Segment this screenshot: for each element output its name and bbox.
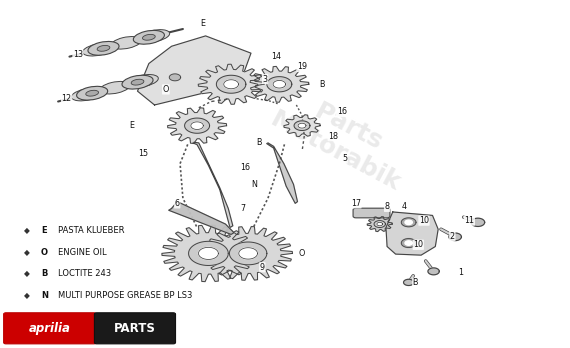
Text: 17: 17 bbox=[351, 199, 361, 208]
Text: aprilia: aprilia bbox=[29, 322, 71, 335]
Polygon shape bbox=[198, 64, 264, 104]
Text: 13: 13 bbox=[73, 50, 83, 60]
Text: 1: 1 bbox=[458, 268, 463, 277]
Text: 11: 11 bbox=[465, 216, 474, 225]
Text: N: N bbox=[41, 291, 48, 300]
FancyBboxPatch shape bbox=[95, 313, 176, 344]
Text: 19: 19 bbox=[297, 63, 307, 71]
Text: 16: 16 bbox=[337, 108, 347, 116]
Ellipse shape bbox=[88, 41, 119, 55]
Polygon shape bbox=[267, 143, 298, 203]
Text: 14: 14 bbox=[271, 52, 282, 61]
Polygon shape bbox=[239, 248, 258, 259]
Polygon shape bbox=[471, 218, 484, 227]
Text: N: N bbox=[251, 180, 256, 189]
Text: PARTS: PARTS bbox=[115, 322, 156, 335]
Polygon shape bbox=[168, 108, 227, 143]
Polygon shape bbox=[189, 241, 228, 266]
Ellipse shape bbox=[86, 90, 99, 96]
Ellipse shape bbox=[76, 86, 108, 100]
Text: 2: 2 bbox=[450, 232, 455, 240]
Polygon shape bbox=[298, 123, 306, 128]
Text: PASTA KLUEBER: PASTA KLUEBER bbox=[58, 227, 125, 236]
Text: MULTI PURPOSE GREASE BP LS3: MULTI PURPOSE GREASE BP LS3 bbox=[58, 291, 193, 300]
Ellipse shape bbox=[140, 30, 170, 42]
Text: 8: 8 bbox=[385, 202, 390, 211]
Polygon shape bbox=[162, 225, 255, 282]
Ellipse shape bbox=[83, 44, 113, 56]
Ellipse shape bbox=[100, 81, 130, 94]
Text: 5: 5 bbox=[342, 154, 347, 163]
Polygon shape bbox=[386, 212, 438, 255]
Polygon shape bbox=[230, 242, 267, 265]
Ellipse shape bbox=[71, 88, 101, 101]
Polygon shape bbox=[193, 142, 233, 228]
Ellipse shape bbox=[111, 37, 141, 49]
Polygon shape bbox=[198, 247, 218, 260]
Polygon shape bbox=[273, 80, 286, 88]
Ellipse shape bbox=[97, 46, 110, 51]
Text: 16: 16 bbox=[241, 163, 250, 172]
Polygon shape bbox=[401, 218, 416, 227]
Polygon shape bbox=[428, 268, 439, 275]
Text: LOCTITE 243: LOCTITE 243 bbox=[58, 269, 111, 278]
FancyBboxPatch shape bbox=[353, 208, 390, 218]
Text: 15: 15 bbox=[138, 149, 148, 158]
FancyBboxPatch shape bbox=[3, 313, 96, 344]
Text: 4: 4 bbox=[402, 202, 406, 211]
Text: ◆: ◆ bbox=[24, 269, 30, 278]
Polygon shape bbox=[404, 279, 414, 285]
Text: Parts
Motorabik: Parts Motorabik bbox=[266, 83, 417, 196]
Text: 6: 6 bbox=[175, 199, 180, 208]
Text: B: B bbox=[319, 80, 325, 89]
Polygon shape bbox=[137, 36, 251, 105]
Polygon shape bbox=[191, 122, 203, 129]
Text: 18: 18 bbox=[328, 132, 338, 141]
Text: O: O bbox=[162, 85, 169, 94]
Text: E: E bbox=[41, 227, 47, 236]
Text: ENGINE OIL: ENGINE OIL bbox=[58, 248, 107, 257]
Text: E: E bbox=[129, 121, 135, 130]
Polygon shape bbox=[294, 121, 310, 130]
Text: E: E bbox=[200, 19, 205, 28]
Polygon shape bbox=[267, 77, 292, 92]
Text: 10: 10 bbox=[419, 216, 429, 225]
Ellipse shape bbox=[142, 34, 155, 40]
Polygon shape bbox=[367, 216, 392, 231]
Text: 7: 7 bbox=[240, 204, 245, 213]
Polygon shape bbox=[284, 115, 320, 136]
Text: B: B bbox=[256, 139, 262, 148]
Polygon shape bbox=[185, 118, 210, 133]
Polygon shape bbox=[217, 75, 246, 93]
Polygon shape bbox=[449, 233, 461, 240]
Text: ◆: ◆ bbox=[24, 248, 30, 257]
Text: O: O bbox=[41, 248, 48, 257]
Text: 9: 9 bbox=[260, 263, 265, 272]
Text: 12: 12 bbox=[62, 94, 72, 103]
Polygon shape bbox=[374, 221, 385, 228]
Polygon shape bbox=[401, 239, 416, 247]
Text: ◆: ◆ bbox=[24, 291, 30, 300]
Text: 10: 10 bbox=[413, 240, 424, 249]
Polygon shape bbox=[204, 227, 292, 280]
Ellipse shape bbox=[122, 75, 153, 89]
Polygon shape bbox=[405, 241, 412, 245]
Polygon shape bbox=[405, 220, 412, 224]
Polygon shape bbox=[377, 222, 382, 226]
Text: 3: 3 bbox=[263, 74, 268, 84]
Polygon shape bbox=[169, 201, 234, 235]
Text: B: B bbox=[413, 278, 418, 287]
Polygon shape bbox=[169, 74, 181, 81]
Text: O: O bbox=[299, 249, 305, 258]
Ellipse shape bbox=[131, 79, 144, 85]
Polygon shape bbox=[224, 80, 238, 89]
Ellipse shape bbox=[133, 30, 164, 44]
Text: B: B bbox=[41, 269, 47, 278]
Polygon shape bbox=[250, 66, 309, 102]
Text: ◆: ◆ bbox=[24, 227, 30, 236]
Ellipse shape bbox=[128, 74, 158, 87]
